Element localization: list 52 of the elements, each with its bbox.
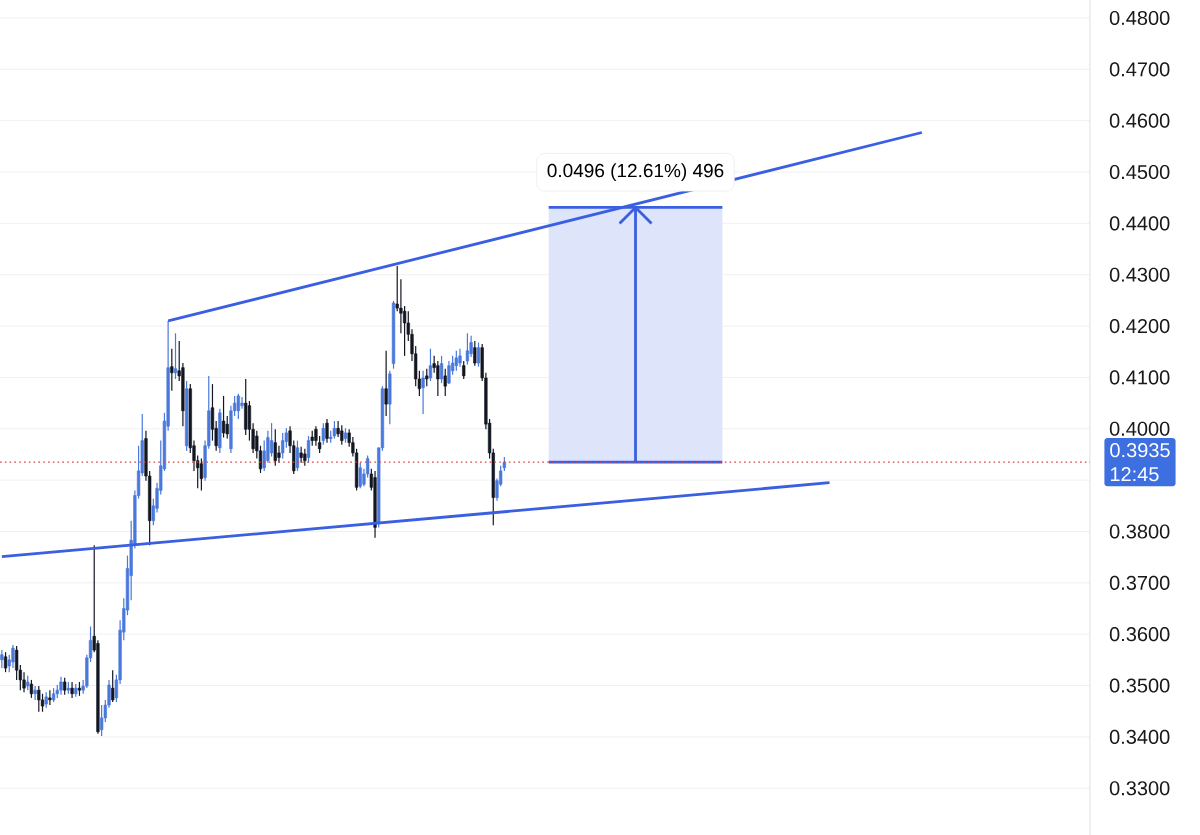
y-tick-label: 0.4300 bbox=[1109, 267, 1170, 282]
candlestick bbox=[236, 393, 240, 420]
candlestick bbox=[170, 348, 174, 392]
candlestick bbox=[0, 649, 4, 669]
candlestick bbox=[240, 396, 244, 410]
y-tick-label: 0.4700 bbox=[1109, 62, 1170, 77]
annotation: 0.0496 (12.61%) 496 bbox=[547, 163, 724, 182]
y-tick-label: 0.4400 bbox=[1109, 216, 1170, 231]
candlestick bbox=[277, 445, 281, 464]
candlestick bbox=[11, 644, 15, 669]
candlestick bbox=[421, 370, 425, 415]
text: 12:45 bbox=[1110, 467, 1159, 482]
candlestick bbox=[37, 685, 41, 713]
candlestick bbox=[306, 435, 311, 464]
candlestick bbox=[111, 669, 115, 703]
y-tick-label: 0.3300 bbox=[1109, 781, 1170, 796]
candlestick bbox=[281, 432, 285, 460]
candlestick bbox=[33, 685, 37, 701]
y-tick-label: 0.3700 bbox=[1109, 575, 1170, 590]
candlestick bbox=[295, 440, 300, 472]
y-tick-label: 0.3800 bbox=[1109, 524, 1170, 539]
candlestick bbox=[454, 350, 458, 372]
candlestick bbox=[299, 446, 303, 464]
candlestick bbox=[358, 462, 362, 489]
candlestick bbox=[436, 360, 440, 397]
candlestick bbox=[210, 383, 215, 442]
y-tick-label: 0.3500 bbox=[1109, 678, 1170, 693]
ref-line-label: 0.3935 bbox=[1110, 443, 1170, 458]
y-tick-label: 0.4000 bbox=[1109, 421, 1170, 436]
candlestick bbox=[439, 355, 444, 384]
candlestick bbox=[99, 704, 104, 737]
candlestick bbox=[384, 350, 388, 417]
candlestick bbox=[325, 418, 329, 444]
candlestick bbox=[269, 422, 274, 458]
candlestick bbox=[70, 681, 74, 699]
candlestick bbox=[465, 332, 470, 366]
y-tick-label: 0.4800 bbox=[1109, 10, 1170, 26]
candlestick bbox=[340, 424, 344, 446]
y-tick-label: 0.3400 bbox=[1109, 729, 1170, 744]
candlestick bbox=[199, 457, 204, 492]
candlestick bbox=[48, 689, 52, 706]
candlestick bbox=[273, 428, 277, 467]
candlestick bbox=[173, 332, 178, 380]
y-tick-label: 0.4600 bbox=[1109, 113, 1170, 128]
candlestick bbox=[221, 395, 226, 439]
candlestick bbox=[321, 422, 325, 446]
y-tick-label: 0.4500 bbox=[1109, 164, 1170, 180]
y-tick-label: 0.3600 bbox=[1109, 627, 1170, 642]
candlestick bbox=[443, 368, 447, 397]
y-tick-label: 0.4200 bbox=[1109, 319, 1170, 334]
y-tick-label: 0.4100 bbox=[1109, 370, 1170, 385]
candlestick bbox=[473, 340, 477, 367]
